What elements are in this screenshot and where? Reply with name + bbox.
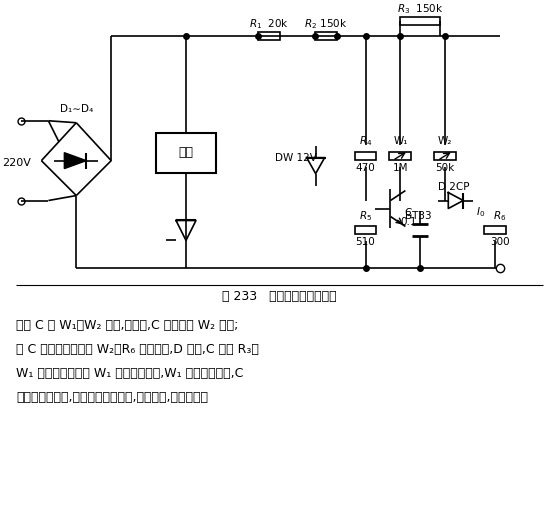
Text: 电容 C 由 W₁、W₂ 充电,开始时,C 主要通过 W₂ 充电;: 电容 C 由 W₁、W₂ 充电,开始时,C 主要通过 W₂ 充电;	[16, 319, 239, 331]
Text: 1M: 1M	[393, 163, 408, 173]
Text: D 2CP: D 2CP	[437, 182, 469, 192]
Bar	[389, 152, 411, 160]
Text: $R_4$: $R_4$	[359, 134, 372, 148]
Text: $R_3$  150k: $R_3$ 150k	[397, 2, 444, 16]
Text: C: C	[405, 208, 412, 218]
Bar	[156, 133, 216, 173]
Text: $R_5$: $R_5$	[359, 210, 372, 223]
Bar	[484, 227, 506, 234]
Text: 470: 470	[355, 163, 376, 173]
Text: 充电曲线变平坦,可控硅触发角增大,电压下降,电熨斗温度: 充电曲线变平坦,可控硅触发角增大,电压下降,电熨斗温度	[16, 390, 209, 404]
Text: DW 12V: DW 12V	[275, 152, 316, 163]
Text: $I_0$: $I_0$	[475, 206, 485, 219]
Text: $R_6$: $R_6$	[493, 210, 507, 223]
Bar	[434, 152, 456, 160]
Bar	[354, 227, 377, 234]
Text: 300: 300	[490, 238, 510, 247]
Text: $R_2$ 150k: $R_2$ 150k	[304, 17, 347, 31]
Text: W₁ 充电。可变电阻 W₁ 用作温度校正,W₁ 电阻数值增大,C: W₁ 充电。可变电阻 W₁ 用作温度校正,W₁ 电阻数值增大,C	[16, 366, 244, 379]
Text: 510: 510	[355, 238, 376, 247]
Text: 220V: 220V	[2, 158, 31, 168]
Text: 50k: 50k	[436, 163, 455, 173]
Text: D₁∼D₄: D₁∼D₄	[60, 104, 93, 114]
Bar	[258, 32, 280, 40]
Text: W₁: W₁	[393, 136, 408, 146]
Text: 当 C 电压等于或大于 W₂、R₆ 分压值时,D 截止,C 通过 R₃、: 当 C 电压等于或大于 W₂、R₆ 分压值时,D 截止,C 通过 R₃、	[16, 342, 259, 355]
Bar	[315, 32, 336, 40]
Text: 0.1: 0.1	[400, 218, 417, 228]
Text: 图 233   电子温度调节器电路: 图 233 电子温度调节器电路	[223, 290, 337, 303]
Bar	[354, 152, 377, 160]
Text: BT33: BT33	[406, 211, 432, 221]
Polygon shape	[64, 152, 86, 169]
Text: 负载: 负载	[179, 146, 194, 159]
Bar	[401, 17, 440, 25]
Text: W₂: W₂	[438, 136, 453, 146]
Text: $R_1$  20k: $R_1$ 20k	[249, 17, 289, 31]
